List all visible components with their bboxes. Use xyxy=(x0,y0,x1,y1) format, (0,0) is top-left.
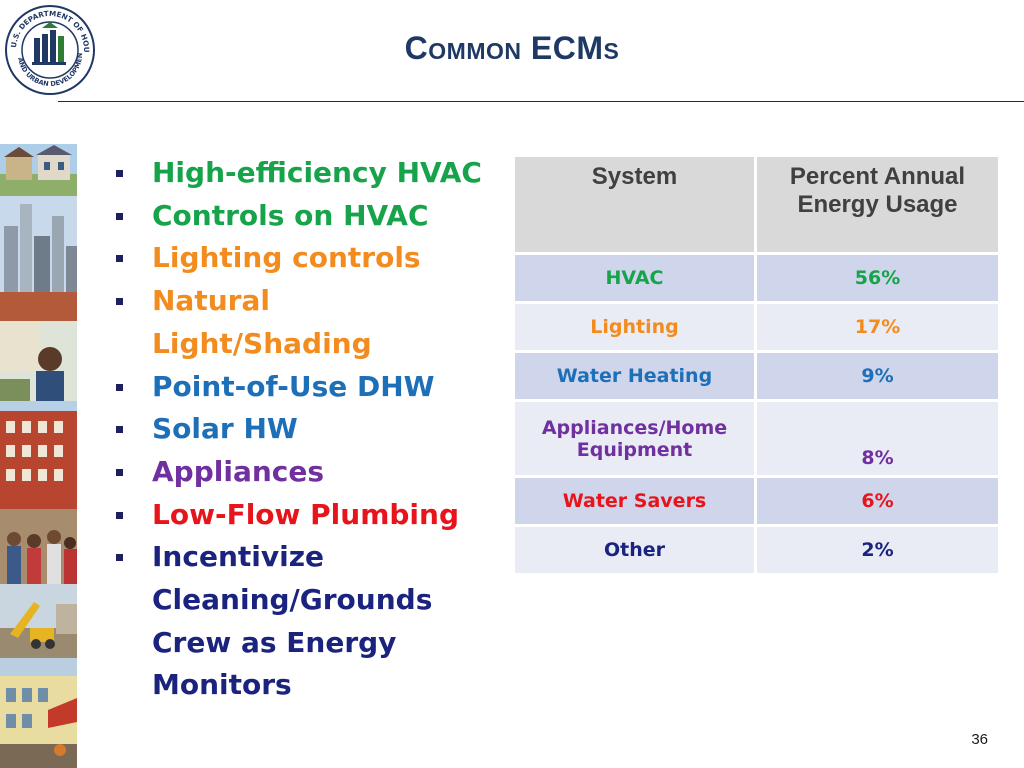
bullet-item: Controls on HVAC xyxy=(110,195,490,238)
resident-photo xyxy=(0,321,77,401)
bullet-marker xyxy=(116,383,123,391)
percent-cell: 56% xyxy=(754,252,1001,304)
percent-cell: 17% xyxy=(754,301,1001,353)
hud-logo: U.S. DEPARTMENT OF HOUSING AND URBAN DEV… xyxy=(1,0,96,96)
page-number: 36 xyxy=(971,731,988,748)
storefront-photo xyxy=(0,658,77,768)
bullet-item: Incentivize xyxy=(110,536,490,579)
table-header-row: System Percent Annual Energy Usage xyxy=(512,154,1001,255)
slide-title: COMMON ECMS xyxy=(404,30,620,66)
system-cell: Lighting xyxy=(512,301,757,353)
construction-photo xyxy=(0,584,77,658)
bullet-marker xyxy=(116,554,123,562)
energy-usage-table: System Percent Annual Energy Usage HVAC … xyxy=(512,154,1001,576)
system-cell: Other xyxy=(512,524,757,576)
system-cell: Appliances/Home Equipment xyxy=(512,399,757,478)
bullet-item: High-efficiency HVAC xyxy=(110,152,490,195)
brick-apartments-photo xyxy=(0,401,77,509)
bullet-item: Lighting controls xyxy=(110,237,490,280)
header-system: System xyxy=(512,154,757,255)
bullet-item: Solar HW xyxy=(110,408,490,451)
bullet-marker xyxy=(116,255,123,263)
percent-cell: 9% xyxy=(754,350,1001,402)
skyline-photo xyxy=(0,196,77,321)
bullet-marker xyxy=(116,170,123,177)
bullet-marker xyxy=(116,298,123,306)
photo-strip xyxy=(0,144,77,768)
system-cell: Water Heating xyxy=(512,350,757,402)
bullet-marker xyxy=(116,511,123,519)
system-cell: HVAC xyxy=(512,252,757,304)
bullet-continuation: Cleaning/Grounds xyxy=(152,583,433,617)
bullet-marker xyxy=(116,212,123,220)
percent-cell: 6% xyxy=(754,475,1001,527)
percent-cell: 8% xyxy=(754,399,1001,478)
table-row: Water Savers 6% xyxy=(512,475,1001,527)
bullet-continuation: Crew as Energy xyxy=(152,625,397,659)
percent-cell: 2% xyxy=(754,524,1001,576)
bullet-item: Low-Flow Plumbing xyxy=(110,494,490,537)
bullet-marker xyxy=(116,468,123,476)
title-divider xyxy=(58,101,1024,102)
ecm-bullet-list: High-efficiency HVAC Controls on HVAC Li… xyxy=(110,152,490,707)
system-cell: Water Savers xyxy=(512,475,757,527)
table-row: Lighting 17% xyxy=(512,301,1001,353)
families-photo xyxy=(0,509,77,584)
header-percent: Percent Annual Energy Usage xyxy=(754,154,1001,255)
table-row: Other 2% xyxy=(512,524,1001,576)
bullet-item: Point-of-Use DHW xyxy=(110,366,490,409)
bullet-item: Natural Light/Shading xyxy=(110,280,490,365)
table-row: Water Heating 9% xyxy=(512,350,1001,402)
bullet-continuation: Monitors xyxy=(152,668,292,702)
bullet-marker xyxy=(116,426,123,434)
bullet-item: Appliances xyxy=(110,451,490,494)
houses-photo xyxy=(0,144,77,196)
table-row: Appliances/Home Equipment 8% xyxy=(512,399,1001,478)
table-row: HVAC 56% xyxy=(512,252,1001,304)
